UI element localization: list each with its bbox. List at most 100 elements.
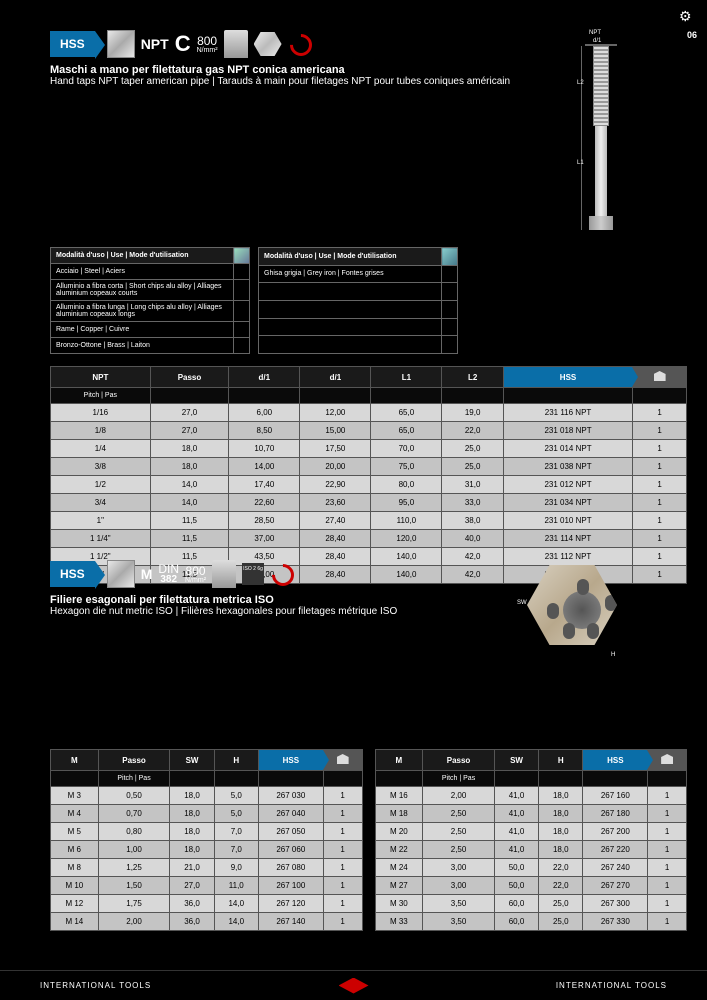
table-cell: 1,75: [98, 895, 170, 913]
table-cell: 231 038 NPT: [503, 458, 632, 476]
col-subheader: Pitch | Pas: [98, 771, 170, 787]
col-subheader: [214, 771, 258, 787]
dim-d1: d/1: [593, 38, 601, 44]
table-cell: M 20: [375, 823, 423, 841]
table-cell: 267 100: [258, 877, 323, 895]
table-cell: 36,0: [170, 895, 214, 913]
table-cell: 1/16: [51, 404, 151, 422]
table-row: 3/414,022,6023,6095,033,0231 034 NPT1: [51, 494, 687, 512]
col-header: [633, 367, 687, 388]
main-table-npt: NPTPassod/1d/1L1L2HSS Pitch | Pas 1/1627…: [50, 366, 687, 584]
table-cell: 231 114 NPT: [503, 530, 632, 548]
table-cell: 3,00: [423, 877, 495, 895]
col-subheader: [51, 771, 99, 787]
strength-spec-2: 800 N/mm²: [185, 565, 206, 584]
table-row: M 162,0041,018,0267 1601: [375, 787, 687, 805]
metric-table-left: MPassoSWHHSSPitch | Pas M 30,5018,05,026…: [50, 749, 363, 931]
usage-table-2: Modalità d'uso | Use | Mode d'utilisatio…: [258, 247, 458, 354]
table-cell: 18,0: [170, 823, 214, 841]
usage-row: [259, 300, 442, 318]
table-cell: 40,0: [442, 530, 503, 548]
table-cell: 22,60: [229, 494, 300, 512]
table-cell: 267 300: [583, 895, 648, 913]
col-header: L2: [442, 367, 503, 388]
table-cell: 18,0: [539, 805, 583, 823]
usage-tick: [234, 301, 250, 322]
table-row: 3/818,014,0020,0075,025,0231 038 NPT1: [51, 458, 687, 476]
table-cell: 25,0: [442, 458, 503, 476]
table-cell: 3,50: [423, 913, 495, 931]
col-subheader: [229, 388, 300, 404]
table-cell: 27,0: [150, 404, 229, 422]
table-cell: 2,00: [98, 913, 170, 931]
col-header: Passo: [98, 750, 170, 771]
table-cell: 3/8: [51, 458, 151, 476]
table-cell: 231 018 NPT: [503, 422, 632, 440]
col-subheader: [539, 771, 583, 787]
table-cell: 1: [323, 787, 362, 805]
table-cell: 2,50: [423, 823, 495, 841]
table-cell: 11,5: [150, 512, 229, 530]
col-header: M: [375, 750, 423, 771]
usage-row: Rame | Copper | Cuivre: [51, 322, 234, 338]
col-subheader: [583, 771, 648, 787]
table-cell: 1: [648, 895, 687, 913]
table-cell: 18,0: [170, 841, 214, 859]
dim-h: H: [611, 652, 615, 658]
table-cell: 14,0: [150, 494, 229, 512]
table-cell: 1: [323, 805, 362, 823]
table-cell: 267 220: [583, 841, 648, 859]
table-row: M 273,0050,022,0267 2701: [375, 877, 687, 895]
table-cell: 110,0: [371, 512, 442, 530]
usage-hdr2: Modalità d'uso | Use | Mode d'utilisatio…: [259, 248, 442, 266]
table-cell: 120,0: [371, 530, 442, 548]
table-cell: 1: [323, 841, 362, 859]
table-cell: 15,00: [300, 422, 371, 440]
form-letter: C: [175, 31, 191, 57]
table-row: M 333,5060,025,0267 3301: [375, 913, 687, 931]
col-subheader: Pitch | Pas: [423, 771, 495, 787]
table-row: 1/827,08,5015,0065,022,0231 018 NPT1: [51, 422, 687, 440]
table-cell: 267 140: [258, 913, 323, 931]
table-cell: 18,0: [170, 805, 214, 823]
table-row: M 40,7018,05,0267 0401: [51, 805, 363, 823]
col-header: H: [214, 750, 258, 771]
table-cell: M 10: [51, 877, 99, 895]
table-cell: 1/8: [51, 422, 151, 440]
dim-l1: L1: [577, 160, 584, 166]
table-cell: 25,0: [539, 913, 583, 931]
usage-icon-cell2: [442, 248, 458, 266]
table-cell: 41,0: [494, 805, 538, 823]
table-row: M 303,5060,025,0267 3001: [375, 895, 687, 913]
usage-tables: Modalità d'uso | Use | Mode d'utilisatio…: [50, 247, 687, 354]
table-row: M 121,7536,014,0267 1201: [51, 895, 363, 913]
table-cell: 12,00: [300, 404, 371, 422]
footer: INTERNATIONAL TOOLS INTERNATIONAL TOOLS: [0, 970, 707, 1000]
col-header: SW: [494, 750, 538, 771]
table-cell: 1/2: [51, 476, 151, 494]
usage-icon-cell: [234, 248, 250, 264]
dim-npt: NPT: [589, 30, 601, 36]
table-row: 1/214,017,4022,9080,031,0231 012 NPT1: [51, 476, 687, 494]
col-header: H: [539, 750, 583, 771]
table-row: M 202,5041,018,0267 2001: [375, 823, 687, 841]
table-row: M 81,2521,09,0267 0801: [51, 859, 363, 877]
table-cell: 22,0: [539, 859, 583, 877]
table-row: M 30,5018,05,0267 0301: [51, 787, 363, 805]
col-subheader: [150, 388, 229, 404]
table-cell: 31,0: [442, 476, 503, 494]
col-header: [323, 750, 362, 771]
table-cell: 41,0: [494, 823, 538, 841]
table-cell: M 4: [51, 805, 99, 823]
table-cell: 70,0: [371, 440, 442, 458]
table-cell: 0,50: [98, 787, 170, 805]
table-cell: 41,0: [494, 787, 538, 805]
table-cell: 267 040: [258, 805, 323, 823]
table-cell: 28,40: [300, 530, 371, 548]
table-cell: 8,50: [229, 422, 300, 440]
col-subheader: Pitch | Pas: [51, 388, 151, 404]
table-cell: 0,70: [98, 805, 170, 823]
col-header: M: [51, 750, 99, 771]
col-header: NPT: [51, 367, 151, 388]
table-row: 1/418,010,7017,5070,025,0231 014 NPT1: [51, 440, 687, 458]
